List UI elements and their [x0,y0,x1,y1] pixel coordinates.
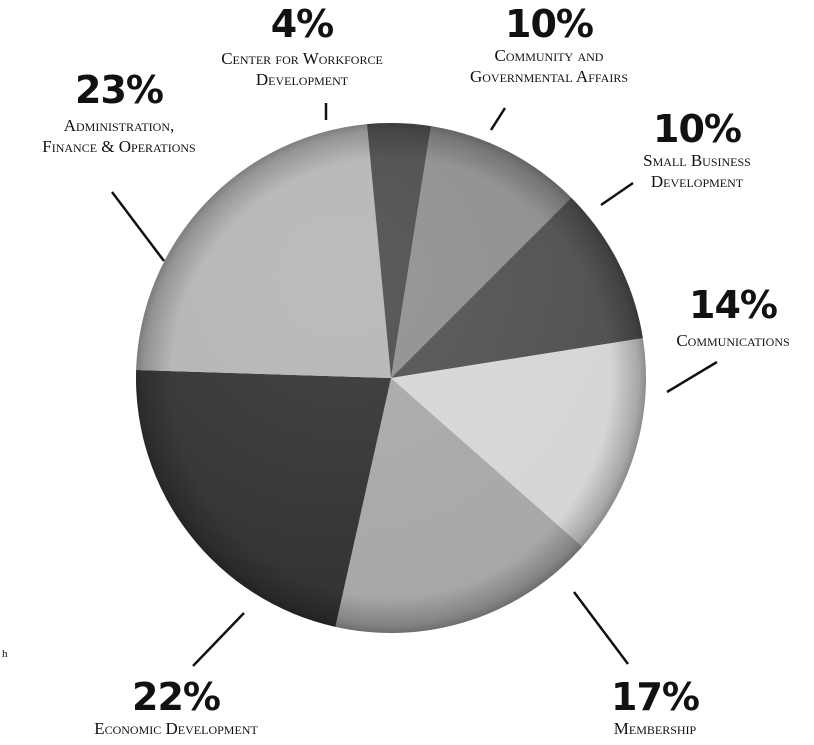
data-label-name-economic-development: Economic Development [94,719,258,738]
data-label-name-administration-finance-and-operations: Administration, Finance & Operations [42,116,196,156]
data-label-pct-communications: 14% [689,283,778,327]
leader-line-membership [573,591,629,665]
data-label-pct-administration-finance-and-operations: 23% [75,68,164,112]
data-label-pct-economic-development: 22% [132,675,221,719]
data-label-pct-center-for-workforce-development: 4% [270,2,335,46]
data-label-name-small-business-development: Small Business Development [643,151,751,191]
data-label-name-center-for-workforce-development: Center for Workforce Development [221,49,383,89]
leader-line-community-and-governmental-affairs [489,107,507,131]
data-label-name-communications: Communications [676,331,790,350]
data-label-pct-community-and-governmental-affairs: 10% [505,2,594,46]
pie-gloss [136,123,646,633]
data-label-name-membership: Membership [613,719,697,738]
data-label-pct-small-business-development: 10% [653,107,742,151]
leader-line-administration-finance-and-operations [111,191,165,262]
leader-line-communications [666,360,718,394]
leader-line-small-business-development [600,181,634,207]
cut-off-text-fragment: h [2,648,8,660]
leader-line-economic-development [192,612,245,667]
data-label-pct-membership: 17% [611,675,700,719]
data-label-name-community-and-governmental-affairs: Community and Governmental Affairs [469,46,629,86]
